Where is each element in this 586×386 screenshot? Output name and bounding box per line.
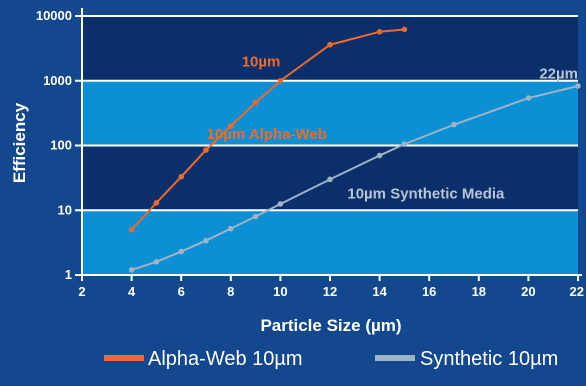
y-axis-title: Efficiency	[10, 102, 29, 183]
alpha-web-point-3	[203, 147, 209, 153]
x-tick-label-18: 18	[472, 284, 486, 299]
series-layer	[128, 26, 581, 273]
x-tick-label-12: 12	[323, 284, 337, 299]
y-tick-label-1: 1	[65, 267, 72, 282]
synthetic-point-3	[203, 237, 209, 244]
y-tick-label-100: 100	[50, 138, 72, 153]
synthetic-point-8	[376, 152, 383, 159]
synthetic-point-5	[252, 213, 259, 220]
annotations: 10µm 10µm Alpha-Web 10µm Synthetic Media 22…	[207, 53, 578, 202]
x-tick-label-8: 8	[227, 284, 234, 299]
y-tick-label-10: 10	[58, 202, 72, 217]
alpha-web-point-4	[228, 123, 234, 129]
y-tick-label-1000: 1000	[43, 73, 72, 88]
synthetic-point-9	[401, 141, 408, 147]
x-tick-label-4: 4	[128, 284, 136, 299]
legend-swatch-0	[104, 355, 144, 361]
x-tick-label-2: 2	[78, 284, 85, 299]
alpha-web-point-8	[376, 29, 383, 35]
legend: Alpha-Web 10µm Synthetic 10µm	[104, 348, 558, 370]
alpha-web-point-6	[277, 77, 284, 84]
synthetic-point-6	[277, 201, 284, 207]
synthetic-point-4	[228, 225, 234, 232]
alpha-web-point-9	[401, 26, 408, 33]
legend-label-0: Alpha-Web 10µm	[148, 348, 303, 370]
alpha-web-point-2	[178, 173, 184, 180]
band-3	[82, 16, 578, 81]
alpha-web-point-7	[327, 41, 333, 48]
alpha-web-point-5	[252, 99, 259, 106]
alpha-web-point-0	[128, 226, 135, 233]
series-line-alpha-web	[130, 28, 405, 231]
y-tick-label-10000: 10000	[36, 8, 72, 23]
annotation-1: 10µm Alpha-Web	[207, 126, 327, 143]
legend-label-1: Synthetic 10µm	[420, 348, 558, 370]
x-tick-label-6: 6	[178, 284, 185, 299]
band-0	[82, 210, 578, 275]
x-axis-title: Particle Size (µm)	[260, 316, 401, 335]
x-tick-label-16: 16	[422, 284, 436, 299]
alpha-web-point-1	[153, 200, 160, 206]
annotation-0: 10µm	[242, 53, 281, 70]
x-tick-label-10: 10	[273, 284, 287, 299]
synthetic-point-12	[575, 83, 581, 89]
legend-swatch-1	[375, 355, 415, 361]
synthetic-point-10	[451, 121, 457, 128]
annotation-3: 22µm	[539, 65, 578, 82]
synthetic-point-1	[153, 258, 160, 265]
synthetic-point-7	[327, 176, 333, 183]
annotation-2: 10µm Synthetic Media	[347, 186, 505, 203]
synthetic-point-11	[525, 95, 532, 101]
synthetic-point-0	[128, 267, 135, 273]
x-tick-label-14: 14	[372, 284, 387, 299]
axes: 1 10 100 1000 10000 2 4 6 8 10 12 14 16 18 20 22	[36, 8, 584, 299]
synthetic-point-2	[178, 248, 184, 255]
x-tick-label-20: 20	[521, 284, 535, 299]
x-tick-label-22: 22	[570, 284, 584, 299]
band-2	[82, 80, 578, 146]
